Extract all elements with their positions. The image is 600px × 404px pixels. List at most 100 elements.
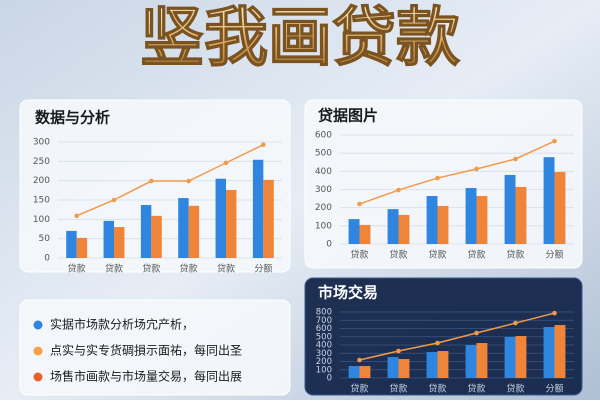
bar bbox=[465, 188, 477, 244]
chart-title: 市场交易 bbox=[318, 284, 378, 302]
y-tick-label: 600 bbox=[315, 131, 332, 141]
bar bbox=[504, 174, 516, 244]
x-tick-label: 贷款 bbox=[467, 249, 485, 261]
bar bbox=[215, 178, 226, 258]
note-bullet bbox=[33, 372, 43, 382]
bar bbox=[543, 157, 555, 244]
y-tick-label: 100 bbox=[315, 221, 332, 231]
y-tick-label: 200 bbox=[316, 357, 332, 367]
bar bbox=[263, 179, 274, 258]
y-tick-label: 500 bbox=[315, 149, 332, 159]
y-tick-label: 600 bbox=[316, 324, 332, 334]
bar bbox=[387, 357, 399, 378]
y-tick-label: 300 bbox=[316, 349, 332, 359]
bar bbox=[515, 186, 527, 244]
bar bbox=[348, 219, 360, 244]
bar bbox=[437, 351, 449, 378]
bar bbox=[554, 325, 566, 378]
bar bbox=[151, 215, 162, 258]
bar bbox=[426, 196, 438, 244]
bar bbox=[359, 366, 371, 378]
x-tick-label: 贷款 bbox=[217, 263, 235, 275]
y-tick-label: 150 bbox=[33, 196, 50, 206]
line-point bbox=[552, 138, 557, 144]
line-point bbox=[435, 175, 440, 181]
y-tick-label: 500 bbox=[316, 332, 332, 342]
x-tick-label: 分额 bbox=[545, 383, 563, 395]
x-tick-label: 贷款 bbox=[350, 249, 368, 261]
bar bbox=[76, 237, 88, 258]
line-point bbox=[186, 178, 191, 184]
line-point bbox=[223, 160, 229, 166]
line bbox=[359, 140, 555, 205]
y-tick-label: 200 bbox=[33, 176, 50, 186]
bar bbox=[226, 189, 237, 258]
bar bbox=[348, 366, 360, 378]
line-point bbox=[513, 156, 518, 162]
note-text: 点实与实专货碉損示面祐，每同出圣 bbox=[50, 343, 242, 358]
bar bbox=[188, 205, 200, 258]
y-tick-label: 300 bbox=[315, 185, 332, 195]
x-tick-label: 贷款 bbox=[180, 263, 198, 275]
line bbox=[76, 144, 264, 217]
line-point bbox=[552, 310, 557, 316]
y-tick-label: 0 bbox=[327, 374, 332, 384]
x-tick-label: 贷款 bbox=[350, 383, 368, 395]
line-point bbox=[74, 213, 79, 219]
x-tick-label: 贷款 bbox=[428, 249, 446, 261]
y-tick-label: 400 bbox=[316, 341, 332, 351]
y-tick-label: 300 bbox=[33, 138, 50, 148]
bar bbox=[140, 205, 152, 258]
bar bbox=[398, 214, 410, 244]
y-tick-label: 200 bbox=[315, 203, 332, 213]
line-point bbox=[357, 357, 362, 363]
chart-title: 贷据图片 bbox=[318, 107, 378, 125]
bar bbox=[103, 220, 114, 258]
notes: 实据市场款分析场宂产析， 点实与实专货碉損示面祐，每同出圣场售市画款与市场量交易，… bbox=[33, 317, 242, 384]
x-tick-label: 分额 bbox=[545, 249, 563, 261]
x-tick-label: 贷款 bbox=[105, 263, 123, 275]
line bbox=[359, 312, 555, 361]
bar bbox=[398, 359, 410, 378]
y-tick-label: 100 bbox=[316, 365, 332, 375]
bar bbox=[437, 206, 449, 244]
bar bbox=[465, 345, 477, 378]
bar bbox=[543, 327, 555, 378]
line-point bbox=[261, 142, 266, 148]
x-tick-label: 贷款 bbox=[68, 263, 86, 275]
chart-title: 数据与分析 bbox=[35, 109, 110, 127]
x-tick-label: 贷款 bbox=[506, 249, 524, 261]
x-tick-label: 贷款 bbox=[506, 383, 524, 395]
x-tick-label: 分额 bbox=[254, 263, 272, 275]
bar bbox=[476, 196, 488, 244]
y-tick-label: 250 bbox=[33, 157, 50, 167]
y-tick-label: 0 bbox=[326, 240, 332, 250]
bar bbox=[359, 224, 371, 244]
y-tick-label: 100 bbox=[33, 215, 50, 225]
line-point bbox=[513, 320, 518, 326]
page-title: 竖我画贷款 bbox=[140, 2, 460, 76]
bar bbox=[515, 336, 527, 378]
bar bbox=[66, 230, 77, 258]
x-tick-label: 贷款 bbox=[467, 383, 485, 395]
line-point bbox=[149, 178, 154, 184]
x-tick-label: 贷款 bbox=[428, 383, 446, 395]
bar bbox=[426, 352, 438, 378]
x-tick-label: 贷款 bbox=[389, 383, 407, 395]
bar bbox=[504, 336, 516, 378]
bar bbox=[554, 172, 566, 244]
line-point bbox=[435, 340, 440, 346]
bar bbox=[476, 343, 488, 378]
line-point bbox=[474, 330, 479, 336]
note-bullet bbox=[33, 320, 43, 330]
x-tick-label: 贷款 bbox=[142, 263, 160, 275]
line-point bbox=[111, 197, 117, 203]
line-point bbox=[357, 201, 362, 207]
bar bbox=[178, 198, 189, 258]
bar bbox=[387, 209, 399, 244]
y-tick-label: 800 bbox=[316, 308, 332, 318]
note-text: 实据市场款分析场宂产析， bbox=[50, 317, 194, 332]
y-tick-label: 400 bbox=[315, 167, 332, 177]
note-bullet bbox=[33, 346, 43, 356]
y-tick-label: 50 bbox=[39, 234, 51, 244]
